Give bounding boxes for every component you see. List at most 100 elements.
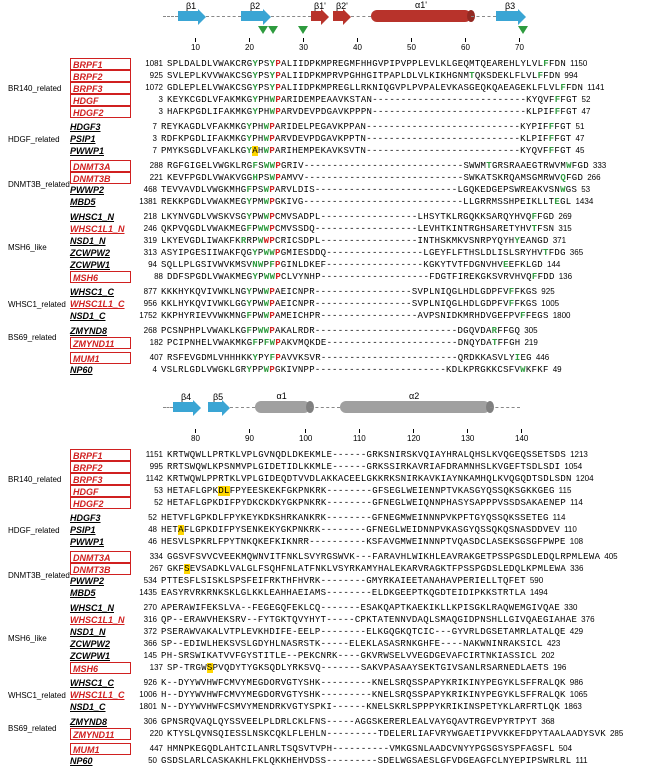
protein-name: NSD1_N	[70, 235, 125, 247]
end-pos: 108	[566, 536, 602, 548]
sequence-group: DNMT3B_related DNMT3A 288 RGFGIGELVWGKLR…	[8, 160, 653, 208]
end-pos: 1065	[566, 689, 602, 701]
protein-name: HDGF3	[70, 121, 125, 133]
sequence-group: HDGF_related HDGF3 52 HETVFLGPKDLFPYKEYK…	[8, 512, 653, 548]
end-pos: 504	[555, 743, 591, 755]
protein-name: WHSC1L1_C	[70, 689, 125, 701]
end-pos: 269	[554, 211, 590, 223]
protein-name: MUM1	[70, 743, 131, 755]
start-pos: 1081	[131, 58, 167, 70]
sequence: HESVLSPKRLFPYTNKQKEFKIKNRR----------KSFA…	[161, 536, 566, 548]
sequence-row: PWWP2 534 PTTESFLSISKLSPSFEIFRKTHFHVRK--…	[70, 575, 653, 587]
start-pos: 220	[131, 728, 167, 740]
position-ruler: 10203040506070	[163, 38, 653, 58]
group-label	[8, 743, 70, 767]
sequence-row: DNMT3B 221 KEVFPGDLVWAKVGGHPSWPAMVV-----…	[70, 172, 653, 184]
end-pos: 202	[537, 650, 573, 662]
protein-name: ZMYND8	[70, 325, 125, 337]
sequence: H--DYYWVHWFCMVYMEGDORVGTYSHK---------KNE…	[161, 689, 566, 701]
sequence-row: NSD1_C 1752 KKPHYRIEVVWKMNGFPWWPAMEICHPR…	[70, 310, 653, 322]
protein-name: DNMT3A	[70, 551, 131, 563]
protein-name: BRPF3	[70, 473, 131, 485]
protein-name: NP60	[70, 364, 125, 376]
sequence: SVLEPLKVVWAKCSGYPSYPALIIDPKMPRVPGHHGITPA…	[167, 70, 560, 82]
start-pos: 1006	[125, 689, 161, 701]
sequence-row: BRPF1 1081 SPLDALDLVWAKCRGYPSYPALIIDPKMP…	[70, 58, 653, 70]
sequence: ASYIPGESIIWAKFQGYPWWPGMIESDDQ-----------…	[161, 247, 566, 259]
end-pos: 49	[549, 364, 585, 376]
protein-name: HDGF3	[70, 512, 125, 524]
group-label: DNMT3B_related	[8, 551, 70, 599]
sequence: KKPHYRIEVVWKMNGFPWWPAMEICHPR------------…	[161, 310, 549, 322]
sequence: GPNSRQVAQLQYSSVEELPLDRLCKLFNS-----AGGSKE…	[161, 716, 537, 728]
sequence: K--DYYWVHWFCMVYMEGDORVGTYSHK---------KNE…	[161, 677, 566, 689]
start-pos: 267	[131, 563, 167, 575]
end-pos: 368	[537, 716, 573, 728]
start-pos: 313	[125, 247, 161, 259]
start-pos: 50	[125, 755, 161, 767]
sequence: KEVFPGDLVWAKVGGHPSWPAMVV----------------…	[167, 172, 583, 184]
sequence: PMYKSGDLVFAKLKGYAHWPARIHEMPEKAVKSVTN----…	[161, 145, 572, 157]
group-label: HDGF_related	[8, 512, 70, 548]
sequence-row: BRPF3 1072 GDLEPLELVWAKCSGYPSYPALIIDPKMP…	[70, 82, 653, 94]
sequence-row: HDGF2 52 HETAFLGPKDIFPYDKCKDKYGKPNKRK---…	[70, 497, 653, 509]
secondary-structure: β4β5α1α2	[163, 399, 653, 429]
sequence: TEVVAVDLVWGKMHGFPSWPARVLDIS-------------…	[161, 184, 577, 196]
group-label: BS69_related	[8, 325, 70, 349]
start-pos: 52	[131, 497, 167, 509]
sequence-row: ZMYND11 220 KTYSLQVNSQIESSLNSKCQKLFLEHLN…	[70, 728, 653, 740]
protein-name: ZCWPW1	[70, 650, 125, 662]
start-pos: 1151	[131, 449, 167, 461]
sequence-row: ZCWPW2 366 SP--EDIWLHEKSVSLGDYHLNASRSTK-…	[70, 638, 653, 650]
start-pos: 447	[131, 743, 167, 755]
sequence: PH-SRSWIKATVVFGYSTITLE--PEKCNRK----GKVRW…	[161, 650, 537, 662]
start-pos: 1752	[125, 310, 161, 322]
protein-name: PWWP1	[70, 536, 125, 548]
triangle-marker	[268, 26, 278, 34]
sequence: KKLHYKQVIVWKLGGYPWWPAEICNPR-------------…	[161, 298, 537, 310]
protein-name: WHSC1L1_C	[70, 298, 125, 310]
end-pos: 53	[577, 184, 613, 196]
start-pos: 319	[125, 235, 161, 247]
start-pos: 3	[131, 94, 167, 106]
start-pos: 1435	[125, 587, 161, 599]
start-pos: 53	[131, 485, 167, 497]
sequence: HETAFLGPKDIFPYDKCKDKYGKPNKRK--------GFNE…	[167, 497, 566, 509]
protein-name: DNMT3B	[70, 172, 131, 184]
protein-name: PSIP1	[70, 524, 125, 536]
end-pos: 376	[577, 614, 613, 626]
start-pos: 877	[125, 286, 161, 298]
sequence-row: WHSC1_C 877 KKKHYKQVIVWKLNGYPWWPAEICNPR-…	[70, 286, 653, 298]
sequence: RDFKPGDLIFAKMKGYPHWPARVDEVPDGAVKPPTN----…	[161, 133, 572, 145]
sequence-row: NSD1_N 319 LKYEVGDLIWAKFKRRPWWPCRICSDPL-…	[70, 235, 653, 247]
protein-name: NP60	[70, 755, 125, 767]
start-pos: 88	[131, 271, 167, 283]
sequence-row: NSD1_N 372 PSERAWVAKALVTPLEVKHDIFE-EELP-…	[70, 626, 653, 638]
end-pos: 1141	[583, 82, 619, 94]
start-pos: 956	[125, 298, 161, 310]
start-pos: 268	[125, 325, 161, 337]
sequence-row: PSIP1 48 HETAFLGPKDIFPYSENKEKYGKPNKRK---…	[70, 524, 653, 536]
protein-name: ZMYND8	[70, 716, 125, 728]
sequence-row: BRPF2 995 RRTSWQWLKPSNMVPLGIDETIDLKKMLE-…	[70, 461, 653, 473]
end-pos: 405	[600, 551, 636, 563]
sequence-row: NSD1_C 1801 N--DYYWVHWFCSMVYMENDRKVGTYSP…	[70, 701, 653, 713]
end-pos: 590	[526, 575, 562, 587]
sequence-row: MSH6 137 SP-TRGWSPVQDYTYGKSQDLYRKSVQ----…	[70, 662, 653, 674]
protein-name: PWWP1	[70, 145, 125, 157]
sequence: KKKHYKQVIVWKLNGYPWWPAEICNPR-------------…	[161, 286, 537, 298]
protein-name: MBD5	[70, 587, 125, 599]
sequence-row: MUM1 447 HMNPKEGQDLAHTCILANRLTSQSVTVPH--…	[70, 743, 653, 755]
sequence: LKYNVGDLVWSKVSGYPWWPCMVSADPL------------…	[161, 211, 554, 223]
start-pos: 94	[125, 259, 161, 271]
protein-name: NSD1_C	[70, 310, 125, 322]
sequence-row: WHSC1L1_C 1006 H--DYYWVHWFCMVYMEGDORVGTY…	[70, 689, 653, 701]
end-pos: 1150	[566, 58, 602, 70]
sequence: APERAWIFEKSLVA--FEGEGQFEKLCQ-------ESAKQ…	[161, 602, 560, 614]
sequence: RRTSWQWLKPSNMVPLGIDETIDLKKMLE------GRKSS…	[167, 461, 560, 473]
sequence: RGFGIGELVWGKLRGFSWWPGRIV----------------…	[167, 160, 589, 172]
start-pos: 534	[125, 575, 161, 587]
protein-name: WHSC1_C	[70, 677, 125, 689]
protein-name: DNMT3B	[70, 563, 131, 575]
sequence: HMNPKEGQDLAHTCILANRLTSQSVTVPH----------V…	[167, 743, 555, 755]
